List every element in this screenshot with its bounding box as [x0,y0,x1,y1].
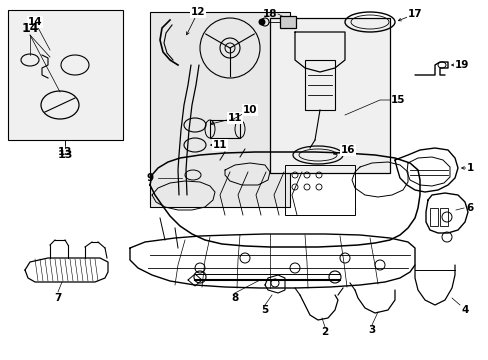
Text: 10: 10 [242,105,257,115]
Bar [280,16,295,28]
Bar [305,60,334,110]
Text: 17: 17 [407,9,422,19]
Text: 6: 6 [466,203,473,213]
Text: 5: 5 [261,305,268,315]
Text: 18: 18 [262,9,277,19]
Text: 14: 14 [28,17,42,27]
Text: 11: 11 [227,113,242,123]
Text: 13: 13 [58,147,72,157]
Text: 11: 11 [212,140,227,150]
Text: 4: 4 [460,305,468,315]
Text: 9: 9 [146,173,153,183]
Text: 16: 16 [340,145,354,155]
Text: 15: 15 [390,95,405,105]
Bar [439,208,447,226]
Bar [429,208,437,226]
Bar [8,10,123,140]
Bar [150,12,289,207]
Text: 3: 3 [367,325,375,335]
Text: 8: 8 [231,293,238,303]
Text: 14: 14 [21,22,39,35]
Bar [209,120,240,138]
Text: 12: 12 [190,7,205,17]
Bar [285,165,354,215]
Circle shape [259,19,264,25]
Text: 7: 7 [54,293,61,303]
Text: 2: 2 [321,327,328,337]
Bar [269,18,389,173]
Text: 13: 13 [57,150,73,160]
Text: 1: 1 [466,163,473,173]
Text: 19: 19 [454,60,468,70]
